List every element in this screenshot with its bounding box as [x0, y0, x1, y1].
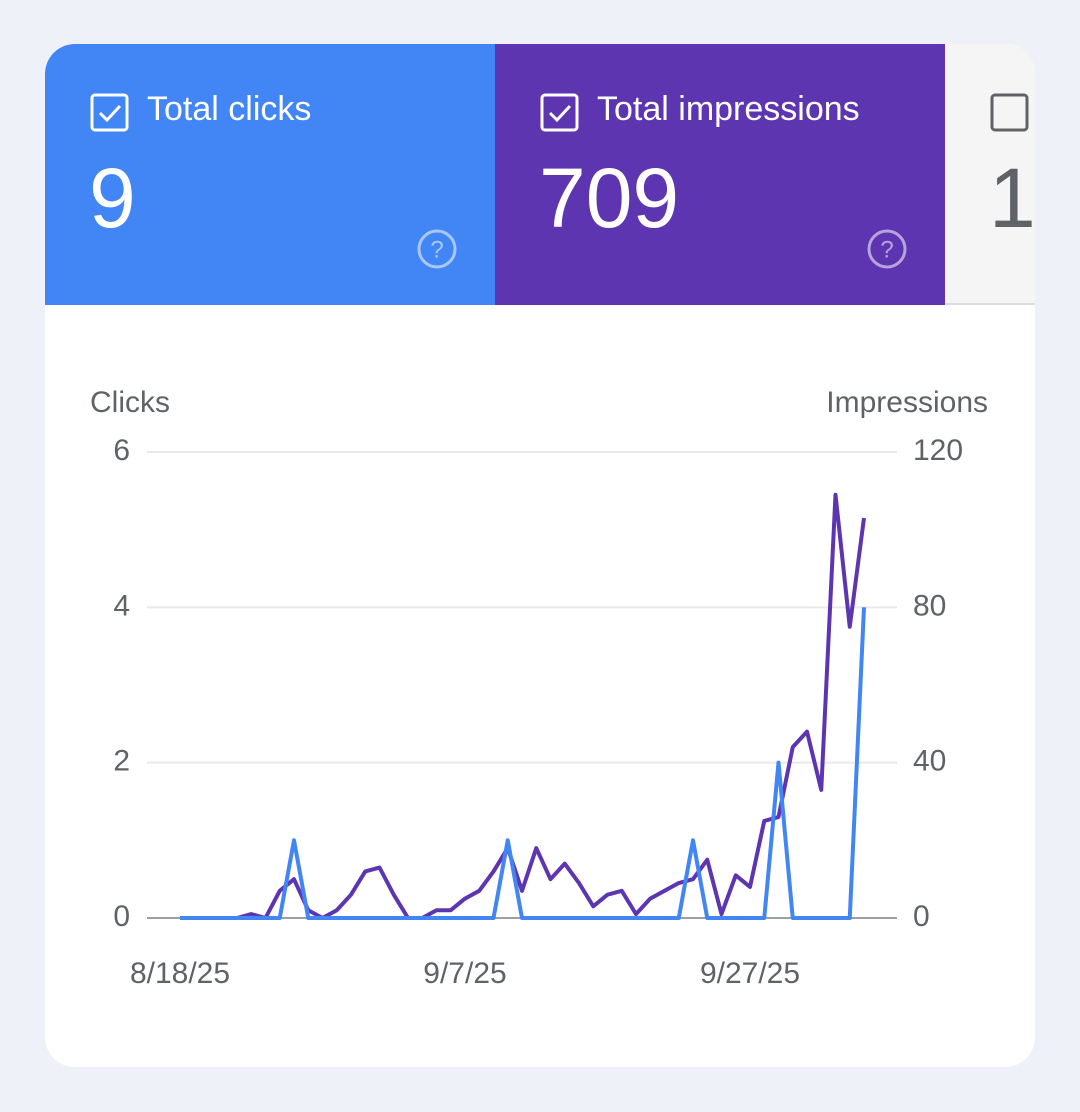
y-tick-label: 0 [113, 900, 130, 933]
y2-tick-label: 80 [913, 589, 946, 622]
y-tick-label: 4 [113, 589, 130, 622]
checkbox[interactable] [90, 93, 130, 133]
y2-tick-label: 120 [913, 434, 963, 467]
y2-tick-label: 0 [913, 900, 930, 933]
checkbox[interactable] [540, 93, 580, 133]
y-tick-label: 6 [113, 434, 130, 467]
y2-axis-label: Impressions [826, 386, 988, 419]
x-tick-label: 9/27/25 [700, 957, 800, 990]
svg-text:?: ? [430, 236, 443, 263]
series-line [180, 607, 866, 920]
metric-tile[interactable]: 1 [945, 44, 1035, 305]
performance-card: Total clicks 9 ? Total impressions 709 ?… [45, 44, 1035, 1067]
tile-value: 1 [989, 151, 1035, 245]
x-tick-label: 8/18/25 [130, 957, 230, 990]
metric-tile[interactable]: Total clicks 9 ? [45, 44, 495, 305]
tile-value: 709 [539, 151, 680, 245]
tile-label: Total clicks [147, 90, 312, 128]
svg-text:?: ? [880, 236, 893, 263]
tile-label: Total impressions [597, 90, 860, 128]
checkbox[interactable] [990, 93, 1030, 133]
series-line [180, 492, 866, 920]
help-icon[interactable]: ? [865, 227, 909, 271]
y2-tick-label: 40 [913, 745, 946, 778]
y-axis-label: Clicks [90, 386, 170, 419]
metric-tile[interactable]: Total impressions 709 ? [495, 44, 945, 305]
tile-value: 9 [89, 151, 136, 245]
x-tick-label: 9/7/25 [423, 957, 506, 990]
y-tick-label: 2 [113, 745, 130, 778]
help-icon[interactable]: ? [415, 227, 459, 271]
